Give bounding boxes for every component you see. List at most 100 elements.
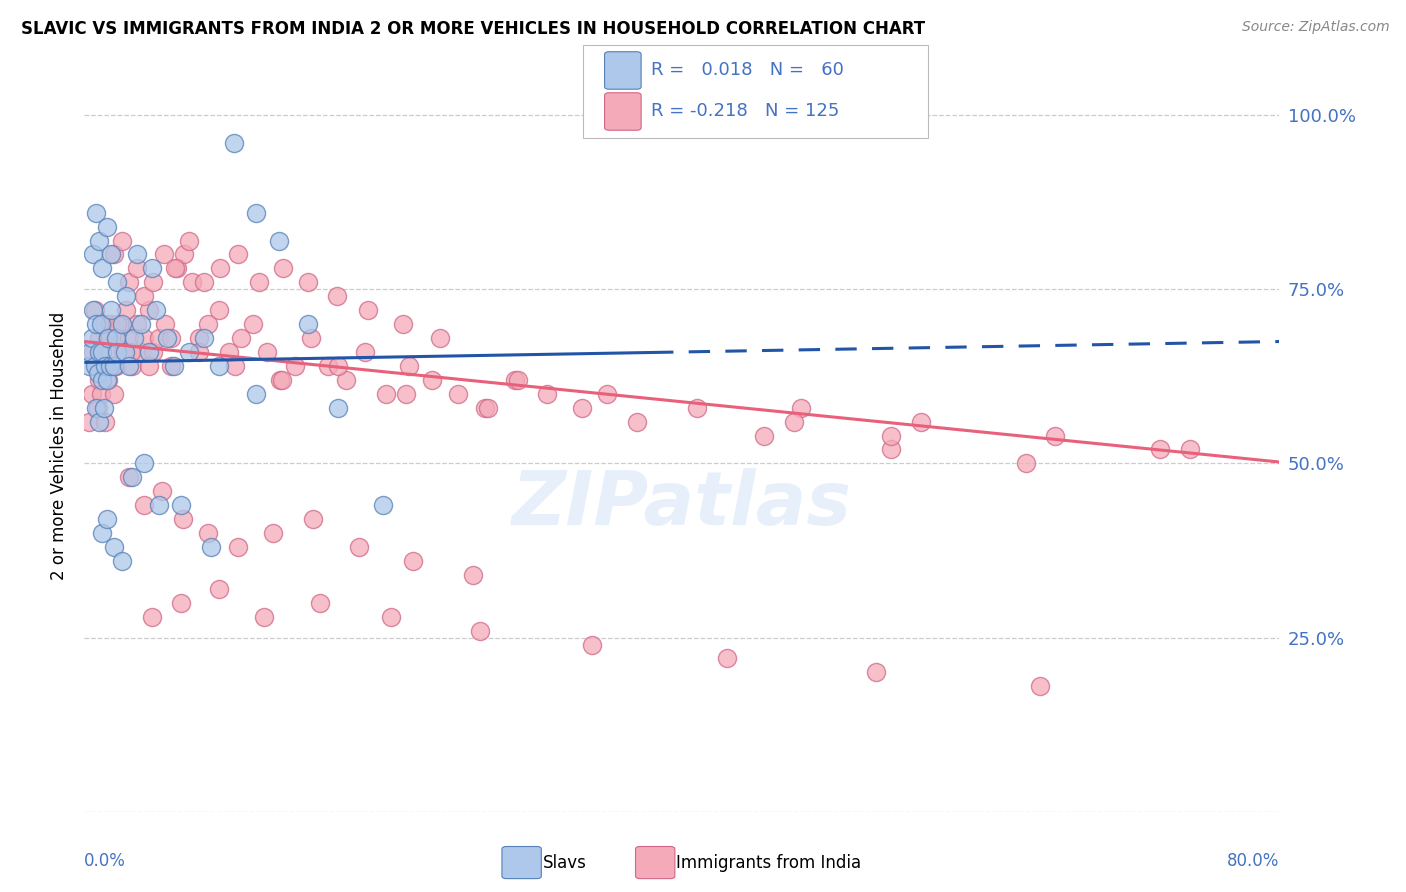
Point	[105, 331, 128, 345]
Point	[316, 359, 339, 373]
Point	[132, 331, 156, 345]
Point	[165, 261, 187, 276]
Point	[125, 317, 148, 331]
Point	[188, 331, 211, 345]
Point	[402, 554, 425, 568]
Point	[253, 609, 276, 624]
Point	[100, 247, 122, 261]
Text: 80.0%: 80.0%	[1227, 852, 1279, 870]
Point	[1149, 442, 1171, 457]
Point	[80, 386, 103, 401]
Point	[91, 261, 114, 276]
Point	[163, 359, 186, 373]
Point	[104, 331, 127, 345]
Point	[96, 359, 118, 373]
Point	[474, 401, 496, 415]
Point	[138, 359, 160, 373]
Point	[115, 289, 138, 303]
Point	[111, 234, 134, 248]
Point	[153, 317, 176, 331]
Point	[1045, 428, 1067, 442]
Point	[1014, 457, 1036, 471]
Point	[93, 401, 115, 415]
Point	[880, 428, 903, 442]
Text: Immigrants from India: Immigrants from India	[676, 854, 862, 871]
Point	[193, 275, 215, 289]
Point	[104, 359, 127, 373]
Point	[121, 470, 143, 484]
Point	[100, 345, 122, 359]
Point	[166, 261, 188, 276]
Point	[89, 359, 111, 373]
Point	[536, 386, 558, 401]
Point	[581, 638, 603, 652]
Point	[79, 345, 101, 359]
Point	[80, 331, 103, 345]
Point	[910, 415, 932, 429]
Point	[880, 442, 903, 457]
Point	[301, 331, 323, 345]
Point	[129, 345, 152, 359]
Point	[180, 275, 204, 289]
Point	[96, 373, 118, 387]
Point	[120, 345, 142, 359]
Point	[326, 289, 349, 303]
Point	[148, 331, 170, 345]
Point	[177, 234, 200, 248]
Point	[226, 247, 249, 261]
Point	[226, 540, 249, 554]
Point	[111, 554, 134, 568]
Point	[371, 498, 394, 512]
Point	[91, 373, 114, 387]
Point	[89, 373, 111, 387]
Point	[98, 359, 121, 373]
Point	[302, 512, 325, 526]
Point	[96, 512, 118, 526]
Point	[145, 303, 167, 318]
Point	[90, 386, 112, 401]
Point	[103, 359, 125, 373]
Point	[1298, 457, 1320, 471]
Point	[297, 317, 319, 331]
Point	[142, 275, 165, 289]
Point	[89, 331, 111, 345]
Point	[91, 345, 114, 359]
Point	[142, 345, 165, 359]
Point	[77, 415, 100, 429]
Point	[470, 624, 492, 638]
Point	[328, 359, 350, 373]
Point	[752, 428, 775, 442]
Point	[686, 401, 709, 415]
Point	[83, 359, 105, 373]
Point	[247, 275, 270, 289]
Point	[132, 289, 156, 303]
Point	[429, 331, 451, 345]
Point	[394, 386, 416, 401]
Text: ZIPatlas: ZIPatlas	[512, 468, 852, 541]
Point	[110, 317, 132, 331]
Point	[160, 331, 183, 345]
Point	[98, 317, 121, 331]
Point	[89, 234, 111, 248]
Point	[1178, 442, 1201, 457]
Point	[375, 386, 398, 401]
Point	[197, 317, 219, 331]
Point	[150, 484, 173, 499]
Point	[271, 261, 294, 276]
Point	[132, 498, 156, 512]
Point	[173, 247, 195, 261]
Point	[103, 247, 125, 261]
Point	[114, 345, 136, 359]
Point	[141, 609, 163, 624]
Point	[86, 205, 108, 219]
Point	[284, 359, 307, 373]
Point	[96, 219, 118, 234]
Point	[118, 331, 141, 345]
Text: R =   0.018   N =   60: R = 0.018 N = 60	[651, 62, 844, 79]
Point	[1284, 457, 1306, 471]
Point	[270, 373, 292, 387]
Point	[328, 401, 350, 415]
Point	[90, 317, 112, 331]
Point	[105, 275, 128, 289]
Point	[138, 345, 160, 359]
